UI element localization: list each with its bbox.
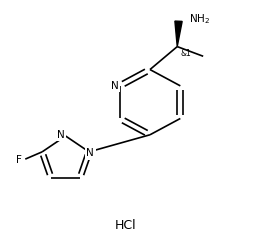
Text: N: N [86, 148, 94, 158]
Text: &1: &1 [180, 50, 191, 59]
Text: N: N [111, 81, 119, 91]
Text: N: N [57, 130, 65, 140]
Text: NH$_2$: NH$_2$ [189, 12, 210, 26]
Polygon shape [175, 21, 182, 47]
Text: F: F [16, 155, 22, 165]
Text: HCl: HCl [115, 219, 136, 232]
